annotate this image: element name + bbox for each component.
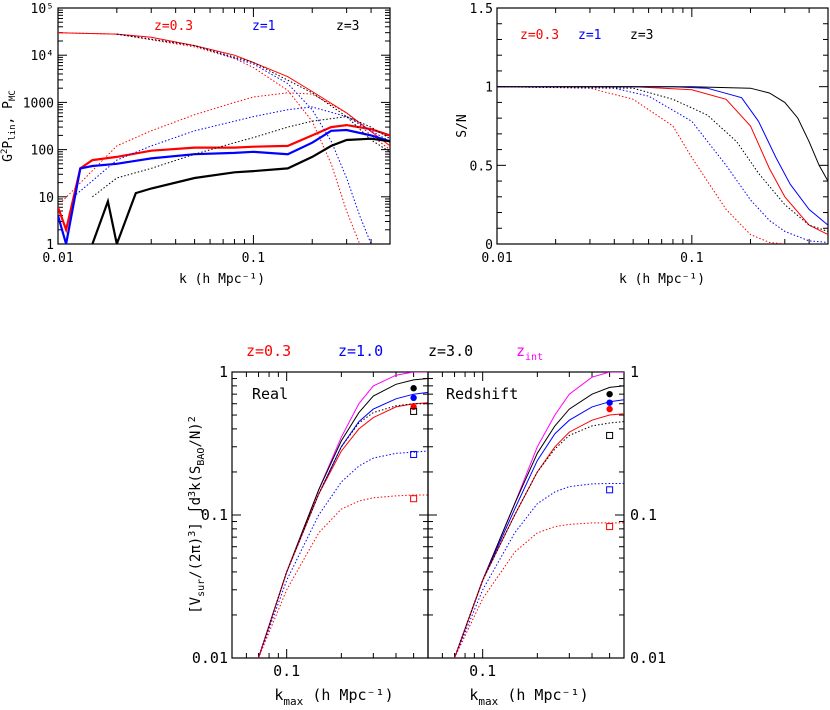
series-line-zint-solid [454, 372, 624, 658]
y-axis-label: S/N [455, 114, 470, 137]
y-tick-label: 0.01 [192, 649, 228, 667]
y-tick-label: 0.01 [630, 649, 666, 667]
legend-z03: z=0.3 [520, 28, 559, 43]
marker-filled-circle [410, 385, 417, 392]
series-line-z3-dotted [497, 86, 828, 232]
x-axis-label-real: kmax (h Mpc⁻¹) [274, 686, 393, 708]
legend-z3: z=3 [630, 28, 653, 43]
series-line-z10-dotted [258, 450, 428, 658]
series-line-z03-solid-thin [58, 32, 390, 147]
y-tick-label: 1000 [23, 96, 54, 111]
y-tick-label: 100 [31, 144, 54, 159]
x-axis-label: k (h Mpc⁻¹) [619, 272, 705, 287]
y-tick-label: 10 [38, 191, 54, 206]
series-line-z03-dotted [497, 86, 785, 244]
marker-open-square [410, 495, 418, 503]
y-tick-label: 1 [219, 363, 228, 381]
x-tick-label: 0.1 [242, 251, 265, 266]
series-line-z3-dotted-damped [116, 33, 390, 153]
series-line-z03-dotted [258, 494, 428, 658]
marker-filled-circle [410, 394, 417, 402]
series-line-z03-dotted-lower [61, 92, 390, 202]
marker-open-square [410, 450, 418, 458]
series-line-z1-dotted-damped [116, 33, 372, 244]
series-line-z03-solid [258, 402, 428, 658]
legend-z30: z=3.0 [428, 342, 473, 360]
marker-open-square [410, 407, 418, 415]
bottom-legend: z=0.3 z=1.0 z=3.0 zint [246, 342, 543, 363]
marker-open-square [606, 523, 614, 531]
marker-open-square [606, 431, 614, 439]
series-line-z03-dotted [454, 522, 624, 658]
series-line-z30-dotted [258, 403, 428, 658]
panel-real: 0.1 0.01 0.1 1 Real [192, 363, 429, 680]
marker-open-square [606, 486, 614, 494]
marker-filled-circle [606, 399, 613, 406]
series-line-z10-solid [258, 391, 428, 658]
y-tick-label: 1 [46, 238, 54, 253]
y-tick-label: 1 [485, 81, 493, 96]
legend-z1: z=1 [252, 19, 275, 34]
series-line-z10-solid [454, 399, 624, 658]
series-line-z3-solid-thick [91, 137, 390, 244]
x-tick-label: 0.1 [273, 662, 300, 680]
series-line-z03-solid-thick [58, 123, 390, 234]
series-line-z3-dotted-lower [92, 116, 390, 198]
series-line-z1-solid [497, 86, 828, 226]
x-tick-label: 0.01 [42, 251, 73, 266]
y-tick-label: 10⁵ [31, 2, 54, 17]
y-tick-label: 0 [485, 238, 493, 253]
y-tick-label: 1 [630, 363, 639, 381]
series-line-z3-solid [497, 86, 828, 182]
series-line-z03-solid [454, 413, 624, 658]
y-axis-label-bottom: [Vsur/(2π)3] ∫d3k(SBAO/N)2 [187, 416, 207, 614]
legend-z3: z=3 [336, 19, 359, 34]
legend-z1: z=1 [578, 28, 601, 43]
legend-z03: z=0.3 [246, 342, 291, 360]
y-tick-label: 0.1 [630, 506, 657, 524]
panel-signal-to-noise: 0.01 0.1 0 0.5 1 1.5 k (h Mpc⁻¹) S/N z=0.3 z=… [455, 2, 829, 287]
marker-filled-circle [606, 405, 613, 413]
y-tick-label: 0.1 [201, 506, 228, 524]
x-tick-label: 0.1 [469, 662, 496, 680]
y-tick-label: 10⁴ [31, 49, 54, 64]
panel-annotation-real: Real [252, 385, 288, 403]
legend-z10: z=1.0 [338, 342, 383, 360]
x-axis-label: k (h Mpc⁻¹) [179, 272, 265, 287]
y-tick-label: 1.5 [470, 2, 493, 17]
x-tick-label: 0.1 [680, 251, 703, 266]
series-line-z1-solid-thick [58, 128, 390, 244]
panel-annotation-redshift: Redshift [446, 385, 518, 403]
marker-filled-circle [410, 403, 417, 411]
series-line-z1-dotted [497, 86, 828, 243]
legend-zint: zint [516, 342, 543, 363]
panel-power-spectrum: 0.01 0.1 1 10 100 1000 10⁴ 10⁵ k (h Mpc⁻¹) G2Pl… [0, 2, 391, 287]
series-line-z30-solid [258, 378, 428, 658]
series-line-z10-dotted [454, 483, 624, 658]
legend-z03: z=0.3 [154, 19, 193, 34]
series-line-zint-solid [258, 372, 428, 658]
series-line-z1-dotted-lower [73, 106, 390, 198]
x-axis-label-redshift: kmax (h Mpc⁻¹) [469, 686, 588, 708]
series-line-z03-dotted-damped [58, 32, 361, 244]
series-line-z03-solid [497, 86, 828, 236]
y-axis-label: G2Plin, PMC [0, 90, 18, 162]
x-tick-label: 0.01 [481, 251, 512, 266]
marker-filled-circle [606, 390, 613, 398]
panel-redshift: 0.1 0.01 0.1 1 Redshift [427, 363, 666, 680]
series-line-z30-solid [454, 385, 624, 658]
y-tick-label: 0.5 [470, 159, 493, 174]
